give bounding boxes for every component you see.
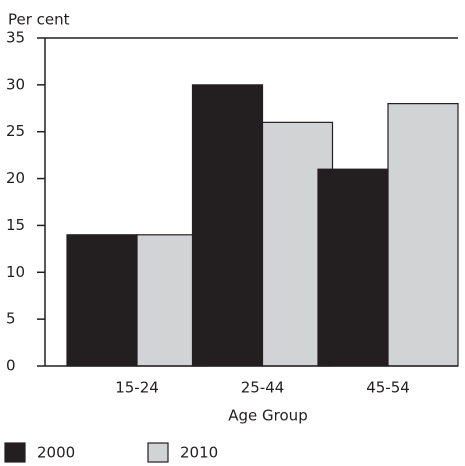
y-tick-label: 35 <box>6 29 25 47</box>
y-tick-label: 15 <box>6 216 25 234</box>
y-tick-label: 0 <box>6 357 16 375</box>
legend-swatch <box>4 442 26 463</box>
bar <box>387 102 459 367</box>
y-tick-label: 30 <box>6 75 25 93</box>
y-tick-label: 5 <box>6 310 16 328</box>
legend-label: 2000 <box>37 444 75 462</box>
legend-label: 2010 <box>180 444 218 462</box>
x-tick-label: 25-44 <box>241 379 285 397</box>
y-tick-label: 25 <box>6 122 25 140</box>
bar <box>66 234 138 367</box>
bar <box>191 84 264 367</box>
bar <box>317 168 389 367</box>
y-axis-title: Per cent <box>8 11 70 29</box>
x-tick-label: 45-54 <box>366 379 410 397</box>
x-axis-title: Age Group <box>228 407 307 425</box>
y-tick-label: 10 <box>6 263 25 281</box>
x-tick-label: 15-24 <box>115 379 159 397</box>
y-tick-label: 20 <box>6 169 25 187</box>
legend-swatch <box>147 442 169 463</box>
